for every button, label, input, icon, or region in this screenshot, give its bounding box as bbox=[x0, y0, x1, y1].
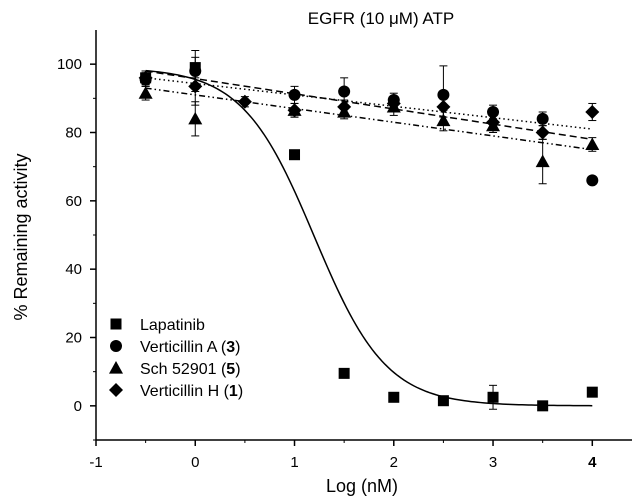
point-circle bbox=[586, 174, 599, 187]
y-tick-label: 0 bbox=[74, 398, 82, 415]
point-circle bbox=[189, 65, 202, 77]
fit-curves bbox=[145, 69, 593, 407]
axes: 0 20 40 60 80 100 -1 0 1 2 3 4 bbox=[57, 30, 632, 471]
legend-label: Verticillin A (3) bbox=[140, 339, 241, 356]
point-triangle bbox=[138, 86, 153, 99]
point-diamond bbox=[188, 79, 203, 94]
point-square bbox=[586, 386, 598, 398]
point-diamond bbox=[436, 99, 451, 114]
point-diamond bbox=[535, 125, 550, 140]
legend-label: Verticillin H (1) bbox=[140, 383, 243, 400]
x-tick-label: 2 bbox=[390, 454, 398, 471]
legend: Lapatinib Verticillin A (3) Sch 52901 (5) V… bbox=[109, 317, 243, 400]
x-tick-label: -1 bbox=[89, 454, 102, 471]
x-tick-label: 1 bbox=[290, 454, 298, 471]
point-circle bbox=[536, 112, 549, 125]
legend-marker-circle bbox=[110, 340, 122, 352]
y-tick-label: 100 bbox=[57, 56, 82, 73]
y-axis-title: % Remaining activity bbox=[11, 153, 31, 320]
point-diamond bbox=[337, 99, 352, 114]
point-circle bbox=[487, 106, 500, 118]
point-diamond bbox=[486, 115, 501, 130]
y-tick-label: 20 bbox=[65, 330, 82, 347]
fit-line-series-2 bbox=[145, 87, 593, 151]
legend-marker-square bbox=[110, 318, 122, 330]
point-square bbox=[437, 395, 449, 407]
point-circle bbox=[437, 88, 450, 101]
point-square bbox=[388, 391, 400, 403]
y-tick-label: 40 bbox=[65, 261, 82, 278]
legend-label: Lapatinib bbox=[140, 317, 205, 334]
x-tick-label: 3 bbox=[489, 454, 497, 471]
legend-label: Sch 52901 (5) bbox=[140, 361, 241, 378]
fit-curve-lapatinib bbox=[145, 69, 593, 407]
point-diamond bbox=[138, 70, 153, 85]
point-square bbox=[487, 391, 499, 403]
x-tick-label: 4 bbox=[588, 454, 597, 471]
point-diamond bbox=[585, 105, 600, 119]
point-triangle bbox=[585, 137, 600, 151]
fit-line-series-3 bbox=[145, 77, 593, 130]
point-diamond bbox=[287, 103, 302, 118]
point-triangle bbox=[535, 154, 550, 168]
x-axis-title: Log (nM) bbox=[326, 476, 398, 496]
point-circle bbox=[288, 88, 301, 101]
point-diamond bbox=[237, 94, 252, 109]
x-tick-label: 0 bbox=[191, 454, 199, 471]
legend-marker-triangle bbox=[109, 361, 123, 374]
y-tick-label: 60 bbox=[65, 193, 82, 210]
y-tick-label: 80 bbox=[65, 125, 82, 142]
fit-line-series-1 bbox=[145, 70, 593, 141]
point-triangle bbox=[436, 113, 451, 127]
chart-title: EGFR (10 μM) ATP bbox=[308, 9, 454, 28]
point-square bbox=[338, 367, 350, 379]
data-points bbox=[138, 62, 600, 412]
legend-marker-diamond bbox=[109, 383, 123, 397]
point-diamond bbox=[386, 96, 401, 111]
point-circle bbox=[338, 85, 351, 98]
point-triangle bbox=[188, 111, 203, 125]
point-square bbox=[537, 400, 549, 412]
point-square bbox=[289, 149, 301, 161]
